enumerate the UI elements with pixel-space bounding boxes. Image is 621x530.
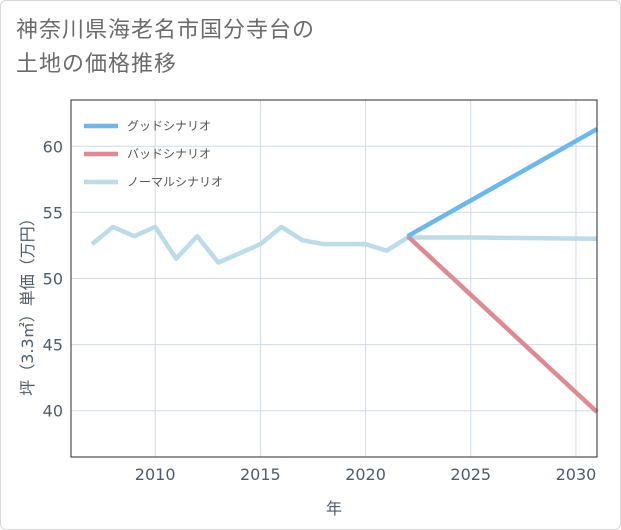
series-lines xyxy=(90,127,599,414)
x-tick-label: 2015 xyxy=(240,465,281,484)
y-tick-label: 40 xyxy=(43,402,63,421)
legend-label-good: グッドシナリオ xyxy=(127,119,211,133)
axis-ticks: 2010 2015 2020 2025 2030 40 45 50 55 60 xyxy=(43,137,597,484)
legend-label-normal: ノーマルシナリオ xyxy=(127,175,223,189)
x-tick-label: 2010 xyxy=(135,465,176,484)
series-line-bad xyxy=(406,234,599,414)
series-line-normal xyxy=(90,224,598,265)
legend-label-bad: バッドシナリオ xyxy=(127,147,211,161)
x-tick-label: 2030 xyxy=(556,465,597,484)
x-axis-title: 年 xyxy=(326,499,342,518)
grid-lines xyxy=(71,100,597,457)
y-tick-label: 50 xyxy=(43,270,63,289)
y-tick-label: 55 xyxy=(43,203,63,222)
chart-title: 神奈川県海老名市国分寺台の 土地の価格推移 xyxy=(16,14,315,82)
y-tick-label: 45 xyxy=(43,336,63,355)
plot-area-border xyxy=(70,99,598,458)
y-axis-title: 坪（3.3㎡）単価（万円） xyxy=(18,210,37,395)
chart-title-line-1: 神奈川県海老名市国分寺台の xyxy=(16,18,316,43)
series-line-good xyxy=(406,127,599,239)
x-tick-label: 2025 xyxy=(450,465,491,484)
y-tick-label: 60 xyxy=(43,137,63,156)
x-tick-label: 2020 xyxy=(345,465,386,484)
chart-title-line-2: 土地の価格推移 xyxy=(16,52,178,77)
